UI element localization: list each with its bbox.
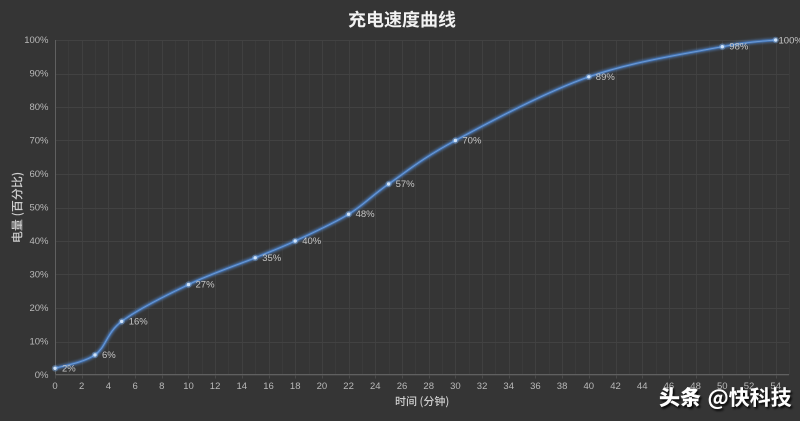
svg-text:26: 26 bbox=[397, 381, 408, 392]
svg-text:36: 36 bbox=[530, 381, 541, 392]
svg-text:0%: 0% bbox=[35, 370, 49, 381]
svg-text:48: 48 bbox=[690, 381, 701, 392]
svg-text:40%: 40% bbox=[302, 236, 322, 247]
svg-text:6: 6 bbox=[132, 381, 137, 392]
svg-text:10: 10 bbox=[183, 381, 194, 392]
svg-text:70%: 70% bbox=[29, 136, 49, 147]
svg-text:10%: 10% bbox=[29, 337, 49, 348]
svg-text:34: 34 bbox=[503, 381, 514, 392]
svg-text:12: 12 bbox=[210, 381, 221, 392]
svg-text:24: 24 bbox=[370, 381, 381, 392]
svg-text:98%: 98% bbox=[729, 42, 749, 53]
svg-text:40: 40 bbox=[584, 381, 595, 392]
svg-text:89%: 89% bbox=[596, 72, 616, 83]
svg-text:48%: 48% bbox=[356, 209, 376, 220]
svg-text:2: 2 bbox=[79, 381, 84, 392]
svg-text:30%: 30% bbox=[29, 270, 49, 281]
svg-text:20: 20 bbox=[317, 381, 328, 392]
svg-text:60%: 60% bbox=[29, 169, 49, 180]
svg-text:46: 46 bbox=[664, 381, 675, 392]
svg-text:40%: 40% bbox=[29, 236, 49, 247]
svg-text:30: 30 bbox=[450, 381, 461, 392]
svg-text:35%: 35% bbox=[262, 253, 282, 264]
svg-text:16%: 16% bbox=[129, 316, 149, 327]
svg-text:80%: 80% bbox=[29, 102, 49, 113]
svg-text:70%: 70% bbox=[462, 136, 482, 147]
svg-text:44: 44 bbox=[637, 381, 648, 392]
svg-text:100%: 100% bbox=[24, 35, 49, 46]
svg-text:54: 54 bbox=[770, 381, 781, 392]
svg-text:90%: 90% bbox=[29, 69, 49, 80]
svg-text:100%: 100% bbox=[779, 36, 800, 47]
svg-text:16: 16 bbox=[263, 381, 274, 392]
svg-text:52: 52 bbox=[744, 381, 755, 392]
svg-text:8: 8 bbox=[159, 381, 164, 392]
svg-text:22: 22 bbox=[343, 381, 354, 392]
svg-text:2%: 2% bbox=[62, 363, 76, 374]
svg-text:6%: 6% bbox=[102, 350, 116, 361]
svg-text:0: 0 bbox=[52, 381, 57, 392]
svg-text:50%: 50% bbox=[29, 203, 49, 214]
svg-text:42: 42 bbox=[610, 381, 621, 392]
svg-text:38: 38 bbox=[557, 381, 568, 392]
svg-text:27%: 27% bbox=[196, 280, 216, 291]
svg-text:57%: 57% bbox=[396, 179, 416, 190]
svg-text:50: 50 bbox=[717, 381, 728, 392]
svg-text:4: 4 bbox=[106, 381, 111, 392]
svg-text:20%: 20% bbox=[29, 303, 49, 314]
svg-text:32: 32 bbox=[477, 381, 488, 392]
svg-text:14: 14 bbox=[237, 381, 248, 392]
svg-text:18: 18 bbox=[290, 381, 301, 392]
svg-text:28: 28 bbox=[423, 381, 434, 392]
